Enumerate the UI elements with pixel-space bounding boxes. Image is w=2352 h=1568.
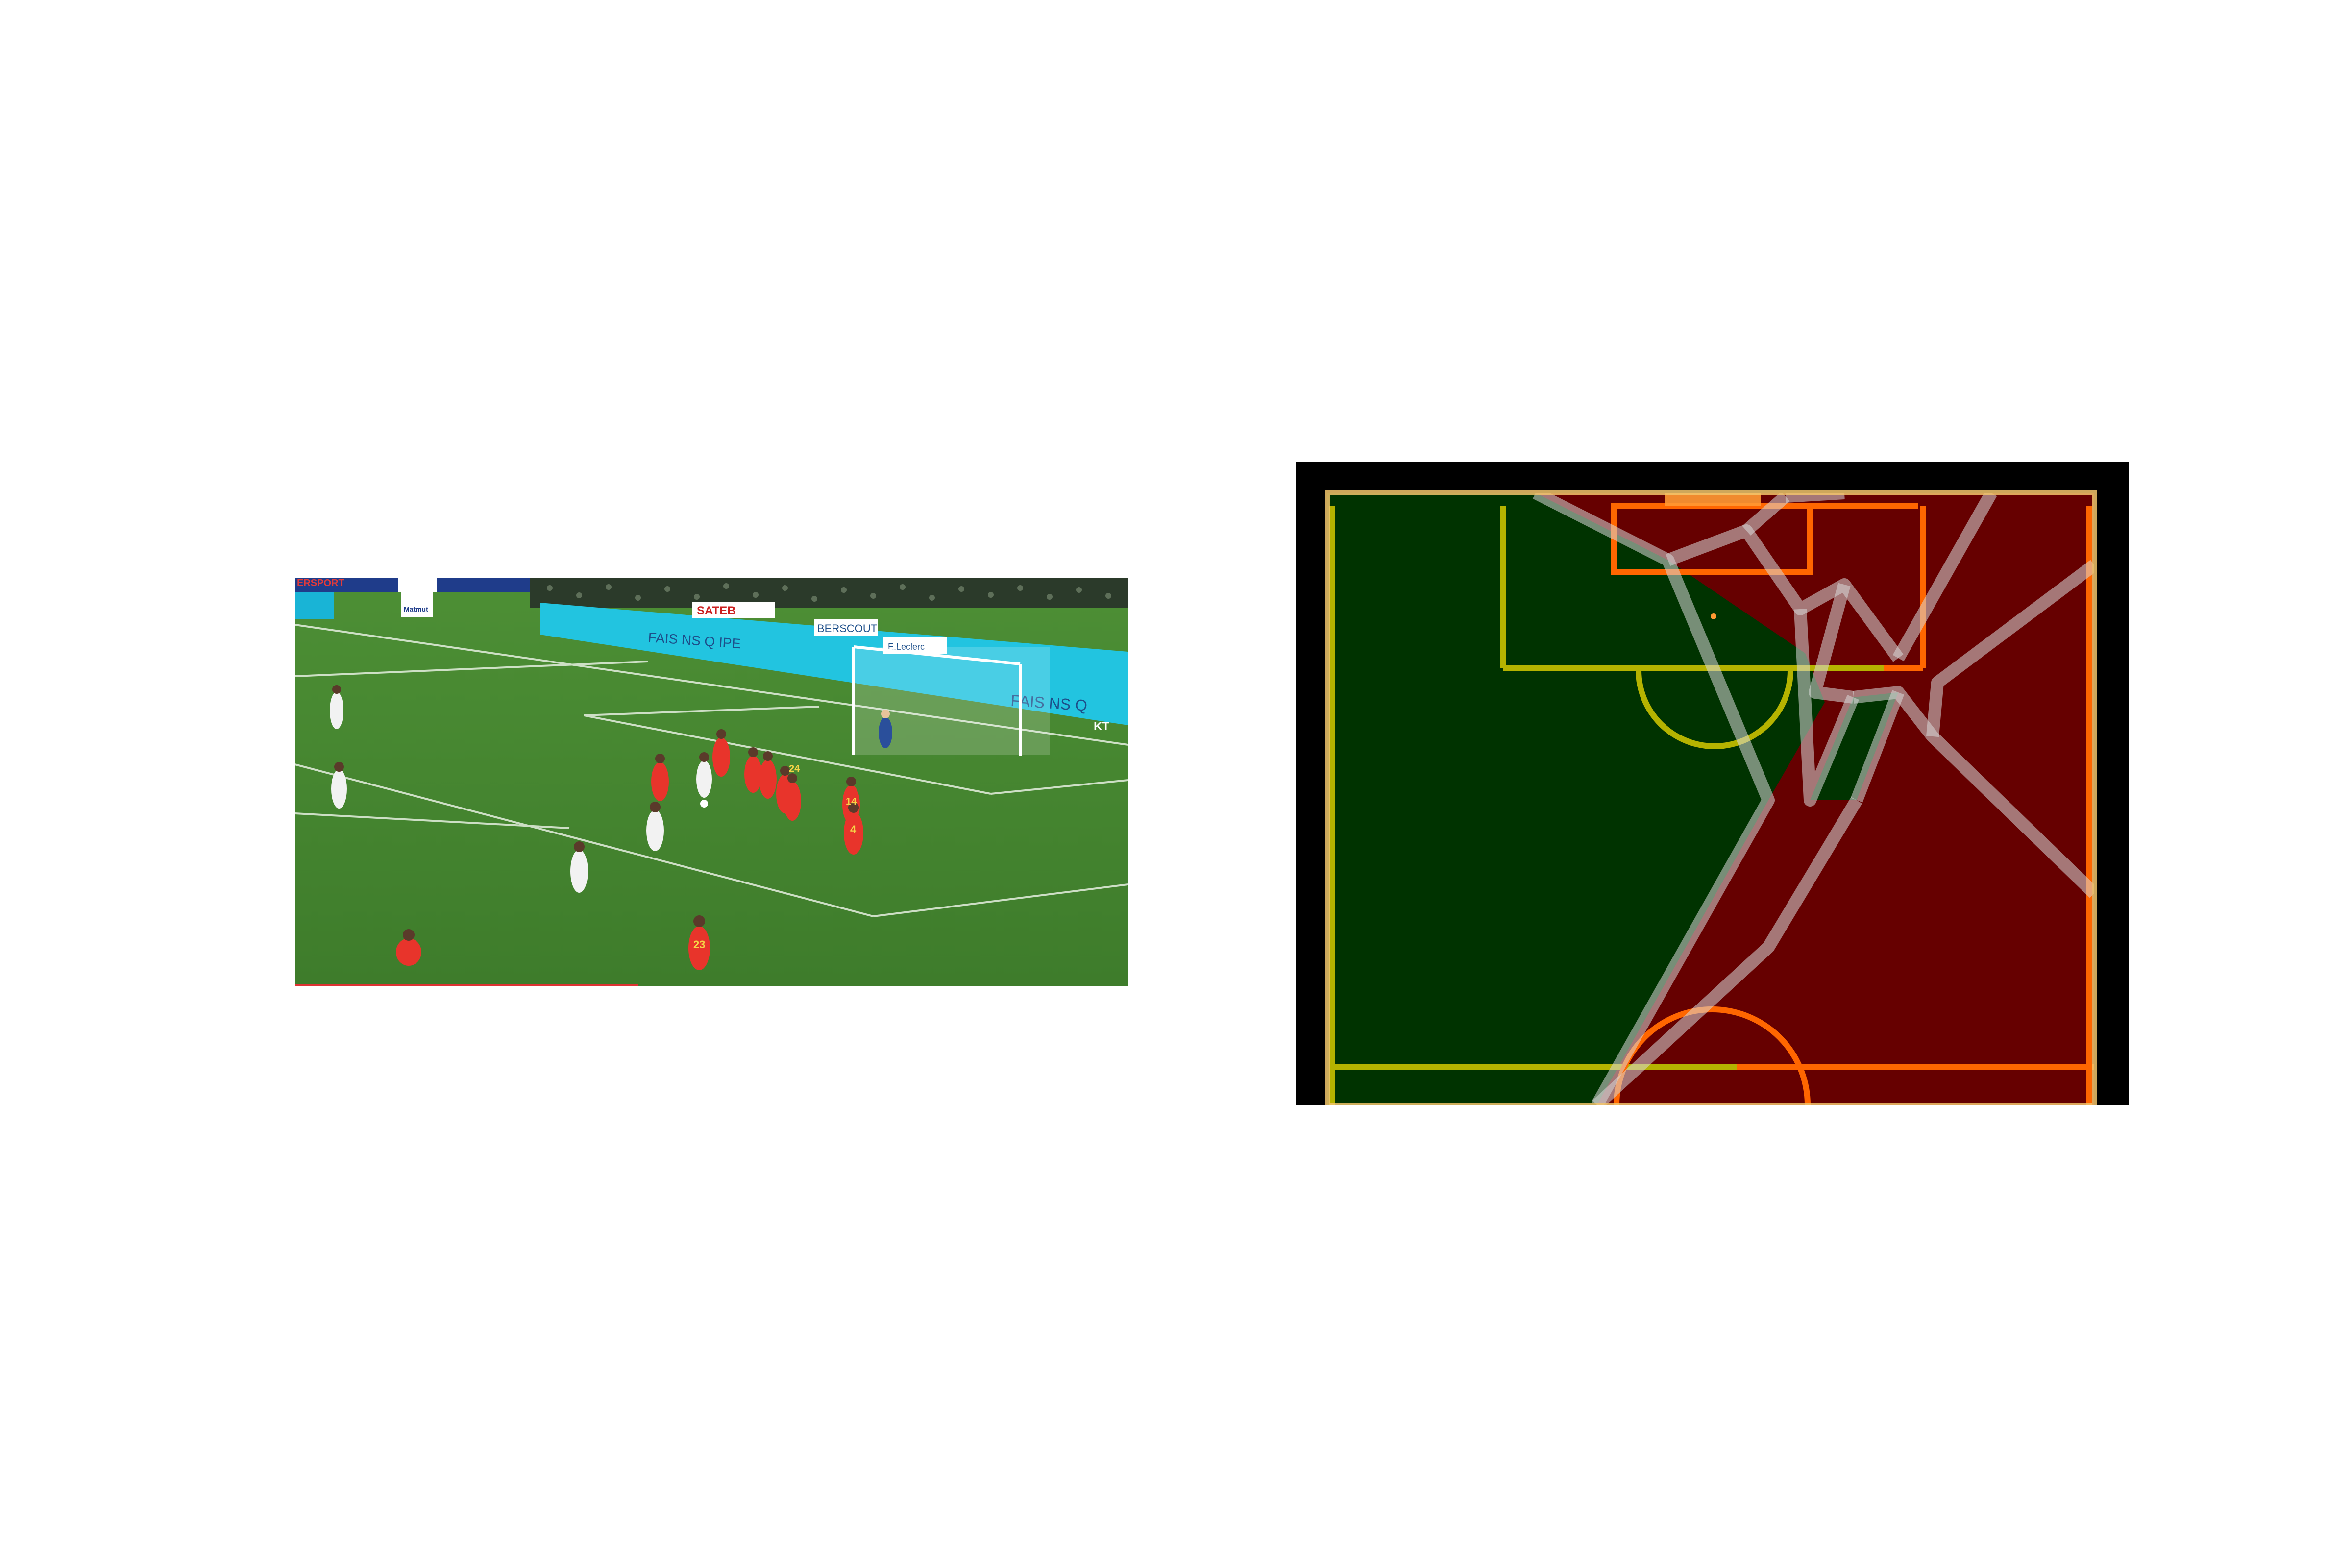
six-yard-line — [584, 714, 991, 795]
six-yard-side-2 — [990, 779, 1128, 795]
penalty-arc — [1636, 670, 1793, 749]
team-a-pocket — [1810, 692, 1898, 800]
goalkeeper — [879, 710, 892, 748]
pitch-lines — [295, 624, 1128, 917]
voronoi-edge — [1794, 609, 1859, 807]
board-text-berscout: BERSCOUT — [817, 622, 877, 635]
penalty-box-side-line — [873, 883, 1128, 917]
player-home — [759, 751, 777, 799]
shirt-number: 24 — [789, 763, 800, 774]
goal-crossbar — [853, 645, 1021, 665]
board-text-ersport: ERSPORT — [297, 578, 344, 588]
pitch-boundary — [1325, 490, 2097, 1105]
voronoi-edges — [1533, 493, 2094, 1105]
player-away — [331, 762, 347, 808]
matmut-board — [401, 582, 433, 617]
broadcast-frame-svg: ERSPORT Matmut FAIS NS Q IPE FAIS NS Q S… — [295, 578, 1128, 986]
goal-line — [295, 624, 1128, 746]
board-text-kt: KT — [1094, 720, 1109, 733]
voronoi-edge — [1592, 797, 1862, 1105]
player-home — [844, 802, 863, 855]
crowd-stand — [530, 578, 1128, 608]
player-home — [744, 747, 762, 793]
player-away — [330, 685, 343, 729]
home-players — [396, 729, 863, 970]
penalty-spot — [1711, 613, 1716, 619]
voronoi-edge — [1850, 690, 1905, 803]
berscout-board — [814, 619, 878, 636]
player-away — [570, 841, 588, 893]
six-yard-side — [584, 706, 820, 716]
board-text-leclerc: E.Leclerc — [888, 642, 925, 652]
voronoi-edge — [1926, 560, 2094, 737]
voronoi-edge — [1742, 493, 1790, 536]
sateb-board — [692, 602, 775, 618]
player-home — [784, 773, 801, 821]
voronoi-edge — [1892, 493, 1997, 662]
shirt-number: 14 — [846, 796, 857, 807]
board-text-matmut: Matmut — [404, 605, 428, 613]
player-home — [712, 729, 730, 777]
arc-line — [295, 812, 570, 829]
board-text-sateb: SATEB — [697, 604, 736, 617]
ball — [700, 800, 708, 808]
voronoi-pitch-svg — [1296, 462, 2129, 1105]
penalty-box-edge-line — [295, 763, 874, 917]
player-home — [396, 929, 421, 966]
crowd-dots — [547, 583, 1111, 602]
player-away — [696, 752, 712, 798]
player-home — [688, 915, 710, 970]
side-board-cyan — [295, 592, 334, 619]
away-players — [330, 685, 712, 893]
voronoi-edge — [1533, 493, 1775, 1105]
led-board — [540, 603, 1128, 725]
shirt-number: 23 — [693, 938, 705, 951]
box-top-line — [295, 661, 648, 677]
broadcast-frame: ERSPORT Matmut FAIS NS Q IPE FAIS NS Q S… — [295, 578, 1128, 986]
player-away — [646, 802, 664, 851]
player-home — [651, 754, 669, 801]
voronoi-edge — [1809, 583, 1854, 704]
voronoi-edge — [1852, 686, 2094, 898]
bottom-strip — [295, 984, 638, 986]
shirt-number: 4 — [850, 823, 857, 835]
voronoi-pitch-panel — [1296, 462, 2129, 1105]
pitch-area — [1327, 493, 2094, 1105]
